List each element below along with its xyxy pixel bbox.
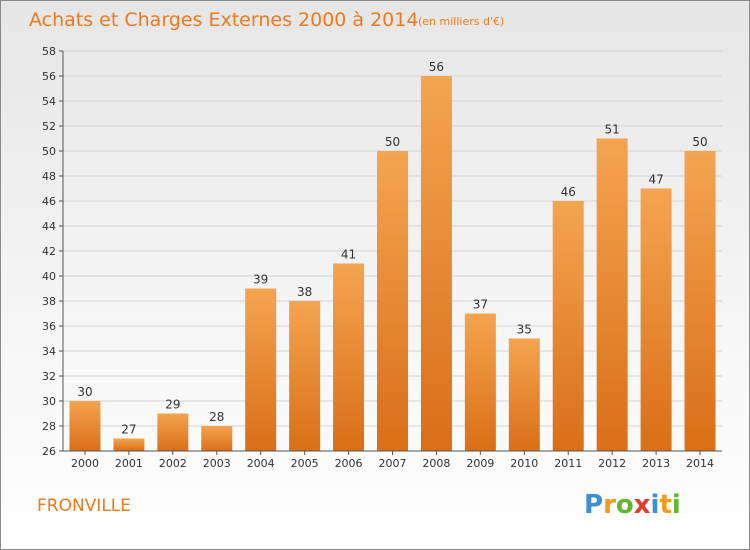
bar (464, 313, 496, 451)
data-label: 46 (561, 185, 576, 199)
y-tick-label: 50 (42, 145, 56, 158)
data-label: 29 (165, 398, 180, 412)
logo-letter: P (584, 490, 604, 520)
place-name: FRONVILLE (37, 496, 132, 516)
y-tick-label: 42 (42, 245, 56, 258)
x-tick-label: 2008 (422, 457, 450, 470)
y-tick-label: 44 (42, 220, 56, 233)
bar (420, 76, 452, 451)
bar (69, 401, 101, 451)
y-tick-label: 40 (42, 270, 56, 283)
bar (508, 338, 540, 451)
y-tick-label: 38 (42, 295, 56, 308)
bar (245, 288, 277, 451)
y-tick-label: 34 (42, 345, 56, 358)
x-tick-label: 2004 (247, 457, 275, 470)
bar (333, 263, 365, 451)
y-tick-label: 46 (42, 195, 56, 208)
data-label: 27 (121, 423, 136, 437)
x-tick-label: 2003 (203, 457, 231, 470)
chart-title: Achats et Charges Externes 2000 à 2014 (29, 9, 419, 31)
data-label: 30 (77, 385, 92, 399)
bar (289, 301, 321, 451)
data-label: 50 (692, 135, 707, 149)
y-tick-label: 58 (42, 45, 56, 58)
logo-letter: i (650, 490, 660, 520)
logo-letter: t (659, 490, 672, 520)
y-tick-label: 28 (42, 420, 56, 433)
bar (157, 413, 189, 451)
y-tick-label: 32 (42, 370, 56, 383)
logo-letter: x (633, 490, 651, 520)
bar (684, 151, 716, 451)
data-label: 37 (473, 298, 488, 312)
x-tick-label: 2009 (466, 457, 494, 470)
data-label: 51 (605, 123, 620, 137)
y-tick-label: 30 (42, 395, 56, 408)
data-label: 39 (253, 273, 268, 287)
x-tick-label: 2000 (71, 457, 99, 470)
x-axis: 2000 2001 2002 2003 2004 2005 2006 2007 2008 2009… (63, 450, 722, 470)
bars (69, 76, 716, 451)
data-label: 56 (429, 60, 444, 74)
proxiti-logo[interactable]: Proxiti (584, 490, 681, 520)
data-label: 38 (297, 285, 312, 299)
x-tick-label: 2005 (291, 457, 319, 470)
x-tick-label: 2001 (115, 457, 143, 470)
y-axis: 26 28 30 32 34 36 38 40 42 44 46 48 50 52 54 56 58 (42, 45, 64, 458)
logo-letter: o (615, 490, 634, 520)
chart-subtitle: (en milliers d'€) (418, 15, 505, 28)
bar (113, 438, 145, 451)
data-label: 35 (517, 323, 532, 337)
data-labels: 30 27 29 28 39 38 41 50 56 37 35 46 51 47 50 (77, 60, 707, 437)
x-tick-label: 2002 (159, 457, 187, 470)
bar (377, 151, 408, 451)
data-label: 41 (341, 248, 356, 262)
bar (640, 188, 672, 451)
bar (552, 201, 584, 451)
x-tick-label: 2012 (598, 457, 626, 470)
bar (596, 138, 628, 451)
x-tick-label: 2014 (686, 457, 714, 470)
data-label: 28 (209, 410, 224, 424)
y-tick-label: 56 (42, 70, 56, 83)
x-tick-label: 2007 (379, 457, 407, 470)
y-tick-label: 36 (42, 320, 56, 333)
bar (201, 426, 233, 451)
x-tick-label: 2010 (510, 457, 538, 470)
x-tick-label: 2011 (554, 457, 582, 470)
y-tick-label: 52 (42, 120, 56, 133)
x-tick-label: 2013 (642, 457, 670, 470)
data-label: 50 (385, 135, 400, 149)
logo-letter: r (603, 490, 616, 520)
data-label: 47 (648, 173, 663, 187)
x-tick-label: 2006 (335, 457, 363, 470)
y-tick-label: 26 (42, 445, 56, 458)
y-tick-label: 54 (42, 95, 56, 108)
logo-letter: i (671, 490, 681, 520)
y-tick-label: 48 (42, 170, 56, 183)
